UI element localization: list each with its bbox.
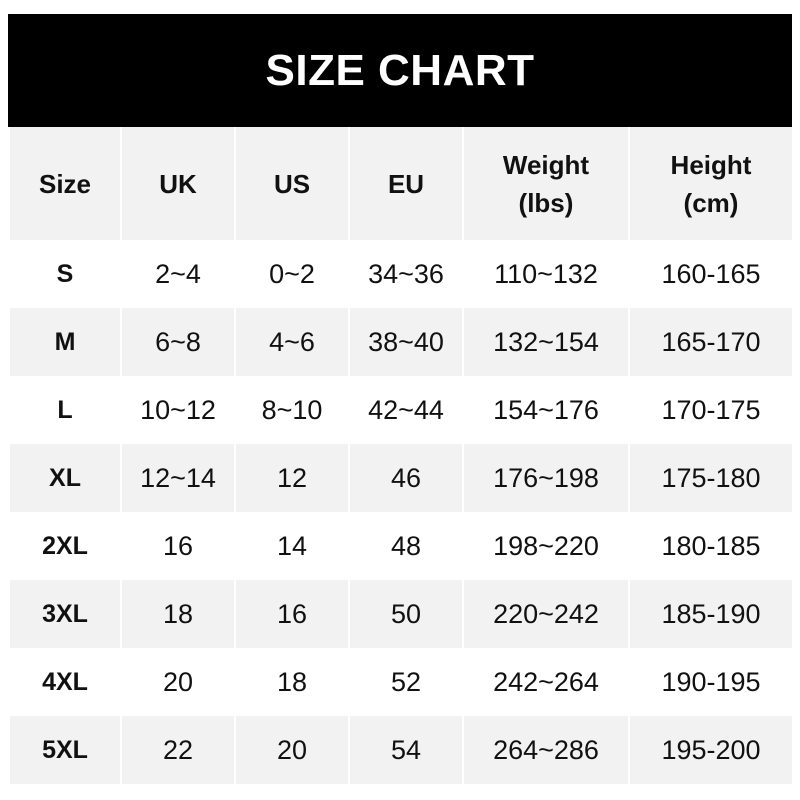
- cell-eu: 54: [348, 716, 464, 784]
- table-row: 2XL 16 14 48 198~220 180-185: [8, 512, 794, 580]
- cell-weight: 154~176: [462, 376, 630, 444]
- cell-eu: 34~36: [348, 240, 464, 308]
- cell-eu: 52: [348, 648, 464, 716]
- column-header-line: US: [273, 168, 311, 199]
- table-row: 3XL 18 16 50 220~242 185-190: [8, 580, 794, 648]
- cell-size: XL: [8, 444, 122, 512]
- cell-size: 5XL: [8, 716, 122, 784]
- column-header-weight: Weight (lbs): [462, 127, 630, 240]
- cell-eu: 38~40: [348, 308, 464, 376]
- cell-eu: 50: [348, 580, 464, 648]
- page-title: SIZE CHART: [8, 14, 792, 127]
- cell-us: 20: [234, 716, 350, 784]
- cell-size: L: [8, 376, 122, 444]
- column-header-line: (lbs): [518, 187, 574, 218]
- column-header-size: Size: [8, 127, 122, 240]
- column-header-line: (cm): [683, 187, 739, 218]
- column-header-height: Height (cm): [628, 127, 794, 240]
- cell-height: 160-165: [628, 240, 794, 308]
- cell-height: 185-190: [628, 580, 794, 648]
- cell-height: 190-195: [628, 648, 794, 716]
- cell-uk: 22: [120, 716, 236, 784]
- cell-height: 195-200: [628, 716, 794, 784]
- cell-weight: 198~220: [462, 512, 630, 580]
- cell-uk: 2~4: [120, 240, 236, 308]
- cell-uk: 12~14: [120, 444, 236, 512]
- column-header-line: Weight: [502, 149, 590, 180]
- cell-size: 2XL: [8, 512, 122, 580]
- table-row: L 10~12 8~10 42~44 154~176 170-175: [8, 376, 794, 444]
- cell-weight: 264~286: [462, 716, 630, 784]
- cell-height: 180-185: [628, 512, 794, 580]
- cell-size: 4XL: [8, 648, 122, 716]
- column-header-uk: UK: [120, 127, 236, 240]
- cell-weight: 220~242: [462, 580, 630, 648]
- cell-us: 18: [234, 648, 350, 716]
- cell-uk: 6~8: [120, 308, 236, 376]
- table-row: M 6~8 4~6 38~40 132~154 165-170: [8, 308, 794, 376]
- cell-size: S: [8, 240, 122, 308]
- cell-eu: 46: [348, 444, 464, 512]
- table-header-row: Size UK US EU Weight (lbs) Height (cm): [8, 127, 794, 240]
- cell-weight: 110~132: [462, 240, 630, 308]
- cell-weight: 176~198: [462, 444, 630, 512]
- table-row: S 2~4 0~2 34~36 110~132 160-165: [8, 240, 794, 308]
- cell-height: 170-175: [628, 376, 794, 444]
- cell-uk: 20: [120, 648, 236, 716]
- cell-height: 165-170: [628, 308, 794, 376]
- column-header-us: US: [234, 127, 350, 240]
- cell-uk: 16: [120, 512, 236, 580]
- table-row: 4XL 20 18 52 242~264 190-195: [8, 648, 794, 716]
- cell-us: 4~6: [234, 308, 350, 376]
- cell-eu: 42~44: [348, 376, 464, 444]
- cell-uk: 10~12: [120, 376, 236, 444]
- table-row: 5XL 22 20 54 264~286 195-200: [8, 716, 794, 784]
- column-header-line: Height: [670, 149, 752, 180]
- cell-us: 0~2: [234, 240, 350, 308]
- cell-size: 3XL: [8, 580, 122, 648]
- column-header-line: UK: [159, 168, 197, 199]
- cell-us: 16: [234, 580, 350, 648]
- cell-us: 14: [234, 512, 350, 580]
- column-header-eu: EU: [348, 127, 464, 240]
- cell-height: 175-180: [628, 444, 794, 512]
- cell-weight: 132~154: [462, 308, 630, 376]
- cell-eu: 48: [348, 512, 464, 580]
- column-header-line: Size: [38, 168, 92, 199]
- cell-weight: 242~264: [462, 648, 630, 716]
- column-header-line: EU: [387, 168, 425, 199]
- cell-us: 8~10: [234, 376, 350, 444]
- cell-us: 12: [234, 444, 350, 512]
- table-row: XL 12~14 12 46 176~198 175-180: [8, 444, 794, 512]
- cell-uk: 18: [120, 580, 236, 648]
- cell-size: M: [8, 308, 122, 376]
- size-chart-table: Size UK US EU Weight (lbs) Height (cm) S 2~4 0~2 3…: [8, 127, 794, 784]
